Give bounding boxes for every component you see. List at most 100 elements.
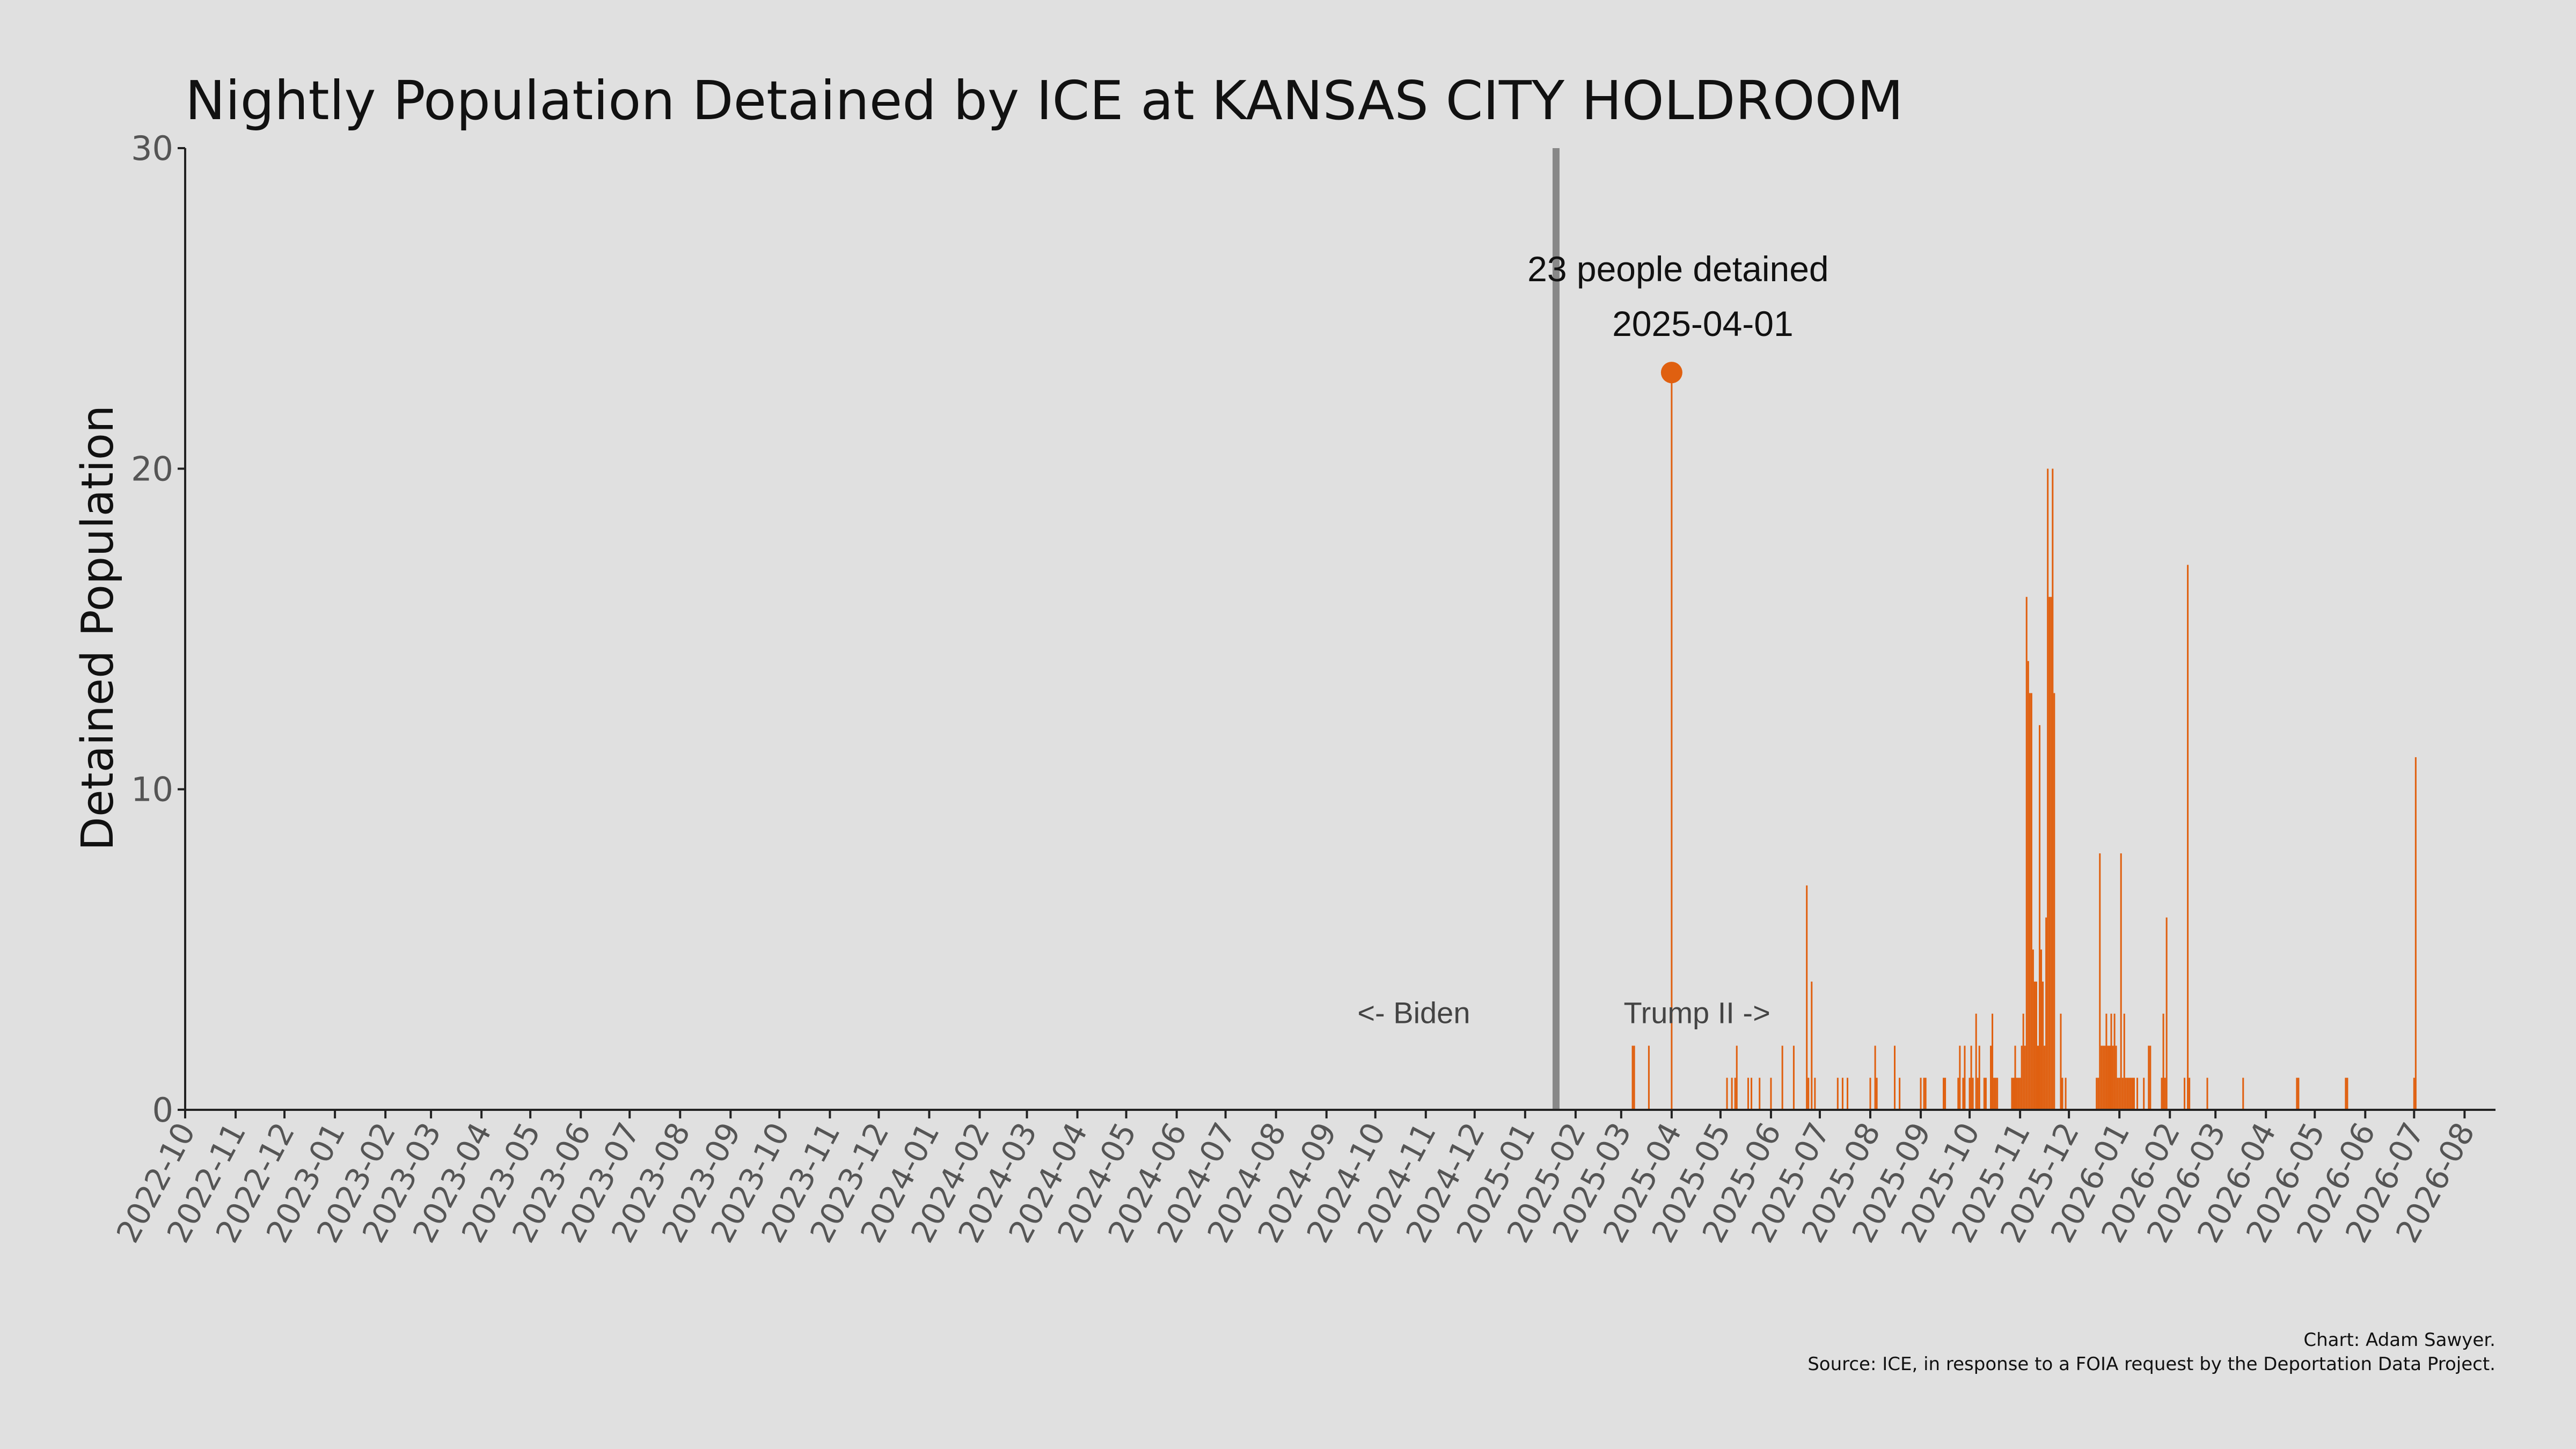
bar-mark xyxy=(2011,1078,2013,1110)
bar-mark xyxy=(1631,1045,1634,1110)
bar-mark xyxy=(2148,1045,2150,1110)
era-label-biden: <- Biden xyxy=(1357,996,1470,1030)
bar-mark xyxy=(2115,1045,2117,1110)
bar-mark xyxy=(2047,469,2049,1110)
bar-mark xyxy=(2206,1078,2208,1110)
bar-mark xyxy=(1736,1045,1738,1110)
bar-mark xyxy=(2101,1045,2103,1110)
bar-mark xyxy=(2107,1045,2109,1110)
bar-mark xyxy=(2296,1078,2298,1110)
bar-mark xyxy=(1731,1078,1733,1110)
bar-mark xyxy=(2029,693,2031,1110)
bar-mark xyxy=(2128,1078,2130,1110)
credit-line-source: Source: ICE, in response to a FOIA reque… xyxy=(1807,1353,2496,1375)
bar-mark xyxy=(2065,1078,2067,1110)
bar-mark xyxy=(1836,1078,1839,1110)
bar-mark xyxy=(2242,1078,2244,1110)
bar-mark xyxy=(1975,1013,1977,1110)
bar-mark xyxy=(2136,1078,2139,1110)
bar-mark xyxy=(1992,1013,1994,1110)
bar-mark xyxy=(2017,1078,2019,1110)
bar-mark xyxy=(2414,757,2417,1110)
bar-mark xyxy=(1977,1078,1979,1110)
bar-mark xyxy=(2053,693,2055,1110)
bar-mark xyxy=(1734,1078,1736,1110)
y-tick-label: 20 xyxy=(131,449,173,488)
bar-mark xyxy=(2045,917,2047,1110)
bar-mark xyxy=(1962,1078,1964,1110)
bar-mark xyxy=(1759,1078,1761,1110)
bar-mark xyxy=(1943,1078,1945,1110)
bar-mark xyxy=(2413,1078,2415,1110)
bar-mark xyxy=(1923,1078,1925,1110)
bar-mark xyxy=(1874,1045,1876,1110)
bar-mark xyxy=(1983,1078,1985,1110)
bar-layer xyxy=(1631,372,2417,1110)
bar-mark xyxy=(1811,982,1813,1110)
bar-mark xyxy=(2112,1045,2114,1110)
bar-mark xyxy=(2040,949,2043,1110)
bar-mark xyxy=(2133,1078,2135,1110)
bar-mark xyxy=(1770,1078,1772,1110)
annotation-layer: 23 people detained 2025-04-01 <- Biden Trum… xyxy=(1357,249,1828,1030)
bar-mark xyxy=(1869,1078,1871,1110)
bar-mark xyxy=(1747,1078,1749,1110)
bar-mark xyxy=(2110,1013,2112,1110)
bar-mark xyxy=(1957,1078,1959,1110)
bar-mark xyxy=(2033,982,2036,1110)
era-label-trump: Trump II -> xyxy=(1623,996,1770,1030)
bar-mark xyxy=(2035,982,2037,1110)
bar-mark xyxy=(2039,725,2041,1110)
bar-mark xyxy=(1964,1045,1966,1110)
bar-mark xyxy=(2016,1078,2018,1110)
bar-mark xyxy=(1920,1078,1922,1110)
bar-mark xyxy=(2019,1078,2021,1110)
bar-mark xyxy=(1807,1078,1810,1110)
y-tick-label: 0 xyxy=(152,1091,173,1130)
bar-mark xyxy=(1924,1078,1927,1110)
bar-mark xyxy=(2346,1078,2348,1110)
bar-mark xyxy=(2297,1078,2300,1110)
bar-mark xyxy=(2027,661,2029,1110)
bar-mark xyxy=(1968,1078,1971,1110)
bar-mark xyxy=(2014,1045,2016,1110)
bar-mark xyxy=(2129,1078,2132,1110)
bar-mark xyxy=(1806,885,1808,1110)
bar-mark xyxy=(1781,1045,1783,1110)
y-axis-label: Detained Population xyxy=(72,405,123,851)
credit-line-chart: Chart: Adam Sawyer. xyxy=(2303,1329,2496,1351)
bar-mark xyxy=(2024,1045,2026,1110)
chart-title: Nightly Population Detained by ICE at KA… xyxy=(185,69,1904,132)
bar-mark xyxy=(1944,1078,1946,1110)
bar-mark xyxy=(2161,1078,2163,1110)
bar-mark xyxy=(1671,372,1673,1110)
bar-mark xyxy=(2030,693,2032,1110)
highlight-point xyxy=(1660,362,1682,384)
bar-mark xyxy=(2126,1078,2128,1110)
bar-mark xyxy=(2050,597,2052,1110)
bar-mark xyxy=(2048,597,2051,1110)
bar-mark xyxy=(1633,1045,1635,1110)
bar-mark xyxy=(2125,1078,2127,1110)
bar-mark xyxy=(2149,1045,2151,1110)
bar-mark xyxy=(2123,1013,2125,1110)
bar-mark xyxy=(2143,1078,2145,1110)
bar-mark xyxy=(2345,1078,2347,1110)
bar-mark xyxy=(1894,1045,1896,1110)
bar-mark xyxy=(2164,1078,2166,1110)
bar-mark xyxy=(2025,597,2028,1110)
highlight-label-date: 2025-04-01 xyxy=(1612,304,1794,343)
bar-mark xyxy=(1970,1045,1972,1110)
bar-mark xyxy=(1959,1045,1961,1110)
bar-mark xyxy=(2012,1078,2015,1110)
bar-mark xyxy=(2109,1045,2111,1110)
bar-mark xyxy=(2021,1045,2023,1110)
bar-mark xyxy=(1648,1045,1650,1110)
bar-mark xyxy=(1847,1078,1849,1110)
bar-mark xyxy=(1841,1078,1843,1110)
bar-mark xyxy=(2061,1078,2063,1110)
bar-mark xyxy=(2097,1078,2099,1110)
bar-mark xyxy=(1899,1078,1901,1110)
bar-mark xyxy=(2117,1078,2119,1110)
bar-mark xyxy=(2120,853,2122,1110)
